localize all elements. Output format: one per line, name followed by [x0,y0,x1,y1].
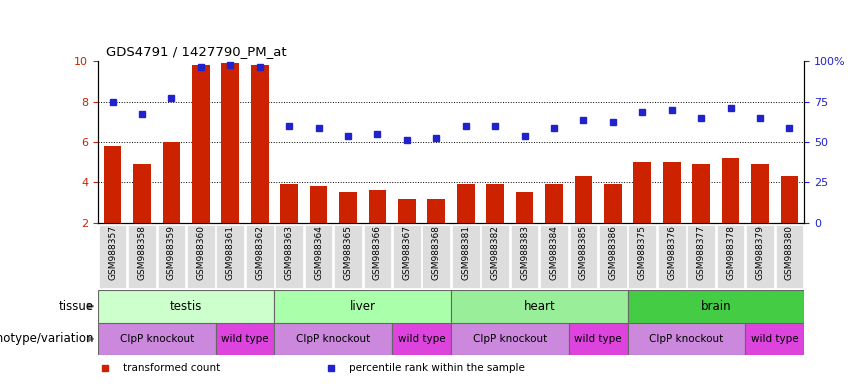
Bar [574,176,592,223]
Text: GDS4791 / 1427790_PM_at: GDS4791 / 1427790_PM_at [106,45,287,58]
Bar [722,158,740,223]
Bar [310,187,328,223]
Bar [486,184,504,223]
Bar [451,323,568,355]
Bar [627,323,745,355]
Text: testis: testis [170,300,203,313]
Bar [274,323,392,355]
Text: ClpP knockout: ClpP knockout [296,334,370,344]
Bar [215,323,274,355]
Bar [98,323,215,355]
Bar [392,323,451,355]
Bar [398,199,415,223]
Bar [163,142,180,223]
Bar [627,290,804,323]
Text: ClpP knockout: ClpP knockout [120,334,194,344]
Bar [633,162,651,223]
Text: wild type: wild type [751,334,798,344]
Bar [427,199,445,223]
Text: wild type: wild type [574,334,622,344]
Bar [340,192,357,223]
Bar [663,162,681,223]
Text: liver: liver [350,300,376,313]
Bar [274,290,451,323]
Text: ClpP knockout: ClpP knockout [649,334,723,344]
Bar [751,164,768,223]
Bar [133,164,151,223]
Bar [545,184,563,223]
Text: ClpP knockout: ClpP knockout [473,334,547,344]
Bar [457,184,475,223]
Bar [451,290,627,323]
Bar [568,323,627,355]
Bar [780,176,798,223]
Text: wild type: wild type [397,334,445,344]
Text: percentile rank within the sample: percentile rank within the sample [349,363,524,373]
Text: transformed count: transformed count [123,363,220,373]
Bar [251,65,269,223]
Bar [693,164,710,223]
Bar [516,192,534,223]
Bar [104,146,122,223]
Bar [98,290,274,323]
Bar [221,63,239,223]
Text: genotype/variation: genotype/variation [0,333,94,345]
Bar [192,65,209,223]
Text: tissue: tissue [59,300,94,313]
Text: wild type: wild type [221,334,269,344]
Bar [604,184,622,223]
Text: heart: heart [523,300,555,313]
Bar [368,190,386,223]
Text: brain: brain [700,300,731,313]
Bar [745,323,804,355]
Bar [280,184,298,223]
